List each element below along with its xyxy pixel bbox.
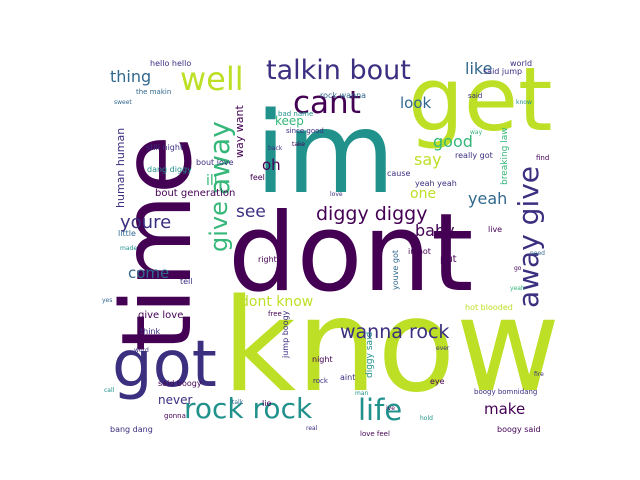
word-dang-diggy: dang diggy: [147, 165, 192, 174]
word-word: word: [134, 347, 149, 354]
word-never: never: [158, 393, 192, 407]
word-fire: fire: [534, 371, 544, 378]
word-the-makin: the makin: [136, 88, 171, 96]
word-sweet: sweet: [114, 99, 132, 106]
word-one: one: [410, 186, 436, 202]
word-said-jump: said jump: [483, 67, 522, 76]
word-way-want: way want: [233, 105, 246, 158]
word-free: free: [268, 310, 282, 318]
word-find: find: [536, 154, 549, 162]
word-rock: rock: [313, 377, 329, 385]
word-oh: oh: [262, 156, 281, 174]
word-away: away: [203, 121, 236, 195]
word-yeah-small: yeah: [510, 285, 525, 292]
word-im: im: [255, 89, 395, 219]
word-thing: thing: [110, 67, 151, 86]
word-back: back: [268, 145, 283, 152]
word-life: life: [358, 393, 402, 427]
word-right: right: [258, 255, 277, 264]
word-said: said: [468, 92, 482, 100]
word-bang-dang: bang dang: [110, 425, 153, 434]
word-eye: eye: [430, 377, 445, 386]
word-call: call: [104, 387, 115, 394]
word-lie: lie: [262, 399, 271, 408]
word-diggy-diggy: diggy diggy: [316, 203, 427, 225]
word-put: put: [440, 254, 457, 265]
word-still-night: still night: [146, 143, 183, 152]
word-go: go: [514, 265, 522, 272]
word-ill: ill: [206, 173, 218, 189]
word-feel: feel: [250, 173, 265, 182]
word-night: night: [312, 355, 333, 364]
word-love-feel: love feel: [360, 430, 390, 438]
word-really-got: really got: [455, 151, 493, 160]
word-wanna-rock: wanna rock: [340, 321, 449, 343]
word-know: know: [222, 272, 560, 421]
word-little: little: [118, 229, 136, 238]
word-jump-boogy: jump boogy: [281, 310, 290, 359]
word-bout-love: bout love: [196, 158, 234, 167]
word-give: give: [205, 201, 233, 252]
word-diggy-said: diggy said: [365, 332, 375, 378]
word-time: time: [101, 135, 213, 352]
word-see: see: [236, 202, 266, 222]
word-yeah-yeah: yeah yeah: [415, 179, 457, 188]
word-yes: yes: [102, 297, 112, 304]
word-get: get: [408, 48, 553, 151]
word-rock-wanna: rock wanna: [320, 91, 366, 100]
word-live: live: [488, 225, 502, 234]
word-boogy-bomnidang: boogy bomnidang: [474, 388, 537, 396]
word-away-give: away give: [512, 166, 545, 308]
word-since-good: since good: [286, 127, 324, 135]
word-like: like: [465, 59, 492, 78]
word-cant: cant: [293, 85, 361, 121]
word-talkin-bout: talkin bout: [266, 55, 411, 86]
word-think: think: [140, 327, 161, 336]
word-ever: ever: [436, 345, 450, 352]
word-tell: tell: [180, 277, 193, 286]
word-cause: cause: [387, 169, 411, 178]
word-boogy-said: boogy said: [497, 425, 541, 434]
word-dont: dont: [228, 191, 473, 316]
word-breaking-law: breaking law: [500, 127, 510, 185]
word-human-human: human human: [114, 128, 127, 208]
word-youre: youre: [120, 212, 171, 233]
word-hello-hello: hello hello: [150, 59, 191, 68]
word-aint: aint: [340, 373, 355, 382]
word-hold: hold: [420, 415, 433, 422]
word-youve-got: youve got: [391, 250, 400, 290]
word-got: got: [112, 328, 217, 402]
word-know-small: know: [516, 99, 532, 106]
word-take: take: [292, 141, 305, 148]
word-need: need: [530, 250, 545, 257]
word-talk: talk: [232, 399, 244, 406]
word-look: look: [400, 94, 432, 112]
word-hot-blooded: hot blooded: [465, 303, 513, 312]
word-gonna: gonna: [164, 412, 186, 420]
word-bad-name: bad name: [278, 110, 313, 118]
word-man: man: [355, 390, 369, 397]
word-way: way: [470, 129, 483, 136]
word-made: made: [120, 245, 137, 252]
word-love: love: [330, 191, 343, 198]
word-ive: ive: [386, 405, 395, 412]
word-real: real: [306, 425, 318, 432]
word-bout-generation: bout generation: [155, 188, 235, 199]
word-give-love: give love: [138, 310, 183, 321]
word-yeah: yeah: [468, 189, 507, 208]
word-rock-rock: rock rock: [184, 392, 313, 425]
word-make: make: [484, 400, 525, 418]
word-baby: baby: [415, 221, 455, 240]
word-good: good: [433, 132, 473, 151]
word-well: well: [180, 60, 244, 98]
word-said-boogy: said boogy: [158, 379, 202, 388]
word-keep: keep: [275, 114, 304, 128]
word-in-hot: in hot: [408, 247, 431, 256]
word-say: say: [414, 150, 442, 169]
word-come: come: [128, 264, 169, 282]
word-dont-know: dont know: [240, 294, 313, 310]
word-world: world: [510, 59, 532, 68]
